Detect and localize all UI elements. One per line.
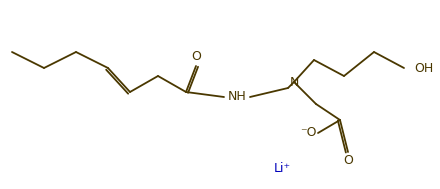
Text: ⁻O: ⁻O: [300, 126, 316, 139]
Text: O: O: [191, 50, 201, 64]
Text: O: O: [343, 154, 353, 167]
Text: Li⁺: Li⁺: [273, 161, 290, 174]
Text: N: N: [290, 75, 299, 88]
Text: NH: NH: [227, 91, 246, 104]
Text: OH: OH: [414, 61, 433, 74]
